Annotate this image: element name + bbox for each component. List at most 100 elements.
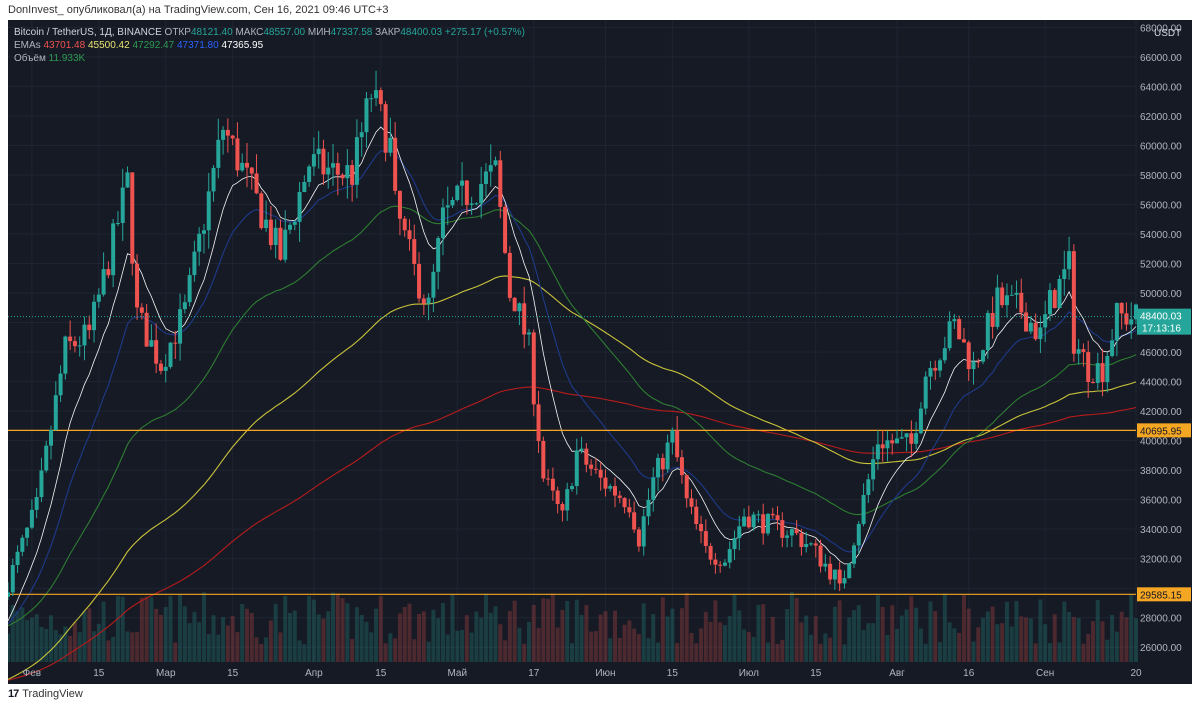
candle-body[interactable] [713, 559, 718, 565]
candle-body[interactable] [1105, 355, 1110, 383]
candle-body[interactable] [981, 350, 986, 362]
candle-body[interactable] [679, 457, 684, 476]
candle-body[interactable] [584, 448, 589, 465]
candle-body[interactable] [331, 163, 336, 168]
candle-body[interactable] [388, 137, 393, 153]
candle-body[interactable] [268, 219, 273, 246]
candle-body[interactable] [890, 440, 895, 444]
candle-body[interactable] [526, 332, 531, 335]
candle-body[interactable] [837, 569, 842, 584]
candle-body[interactable] [378, 90, 383, 105]
candle-body[interactable] [307, 166, 312, 182]
candle-body[interactable] [235, 138, 240, 171]
candle-body[interactable] [947, 321, 952, 349]
candle-body[interactable] [641, 516, 646, 547]
candle-body[interactable] [49, 430, 54, 446]
candle-body[interactable] [555, 490, 560, 505]
candle-body[interactable] [794, 529, 799, 534]
candle-body[interactable] [660, 457, 665, 470]
candle-body[interactable] [589, 464, 594, 469]
candle-body[interactable] [942, 348, 947, 361]
candle-body[interactable] [899, 437, 904, 439]
candle-body[interactable] [455, 185, 460, 201]
candle-body[interactable] [1081, 349, 1086, 353]
candle-body[interactable] [1014, 292, 1019, 295]
candle-body[interactable] [393, 137, 398, 191]
candle-body[interactable] [292, 221, 297, 225]
candle-body[interactable] [1038, 327, 1043, 340]
candle-body[interactable] [689, 498, 694, 507]
candle-body[interactable] [173, 342, 178, 344]
candle-body[interactable] [961, 339, 966, 343]
candle-body[interactable] [225, 129, 230, 136]
candle-body[interactable] [727, 549, 732, 563]
candle-body[interactable] [426, 297, 431, 304]
candle-body[interactable] [737, 526, 742, 539]
candle-body[interactable] [847, 563, 852, 579]
candle-body[interactable] [244, 162, 249, 168]
candle-body[interactable] [254, 173, 259, 194]
candle-body[interactable] [546, 478, 551, 480]
candle-body[interactable] [522, 303, 527, 335]
candle-body[interactable] [918, 408, 923, 434]
candle-body[interactable] [34, 497, 39, 510]
candle-body[interactable] [96, 294, 101, 302]
candle-body[interactable] [488, 165, 493, 172]
candle-body[interactable] [10, 564, 15, 593]
symbol-title[interactable]: Bitcoin / TetherUS, 1Д, BINANCE [14, 27, 162, 38]
candle-body[interactable] [44, 445, 49, 471]
candle-body[interactable] [407, 230, 412, 240]
candle-body[interactable] [211, 167, 216, 192]
candle-body[interactable] [364, 98, 369, 133]
candle-body[interactable] [565, 489, 570, 511]
candle-body[interactable] [1100, 363, 1105, 383]
candle-body[interactable] [761, 514, 766, 534]
candle-body[interactable] [636, 529, 641, 547]
candle-body[interactable] [770, 513, 775, 516]
candle-body[interactable] [971, 361, 976, 370]
candle-body[interactable] [560, 504, 565, 511]
candle-body[interactable] [1071, 251, 1076, 354]
chart-panel[interactable]: 40695.95 29585.15 48400.03 17:13:16 26000.00… [8, 20, 1192, 684]
candle-body[interactable] [240, 162, 245, 171]
candle-body[interactable] [933, 367, 938, 371]
candle-body[interactable] [785, 535, 790, 538]
candle-body[interactable] [474, 203, 479, 205]
candle-body[interactable] [72, 341, 77, 347]
candle-body[interactable] [82, 324, 87, 346]
candle-body[interactable] [1047, 290, 1052, 315]
candle-body[interactable] [1129, 319, 1134, 325]
candle-body[interactable] [436, 238, 441, 272]
candle-body[interactable] [603, 477, 608, 489]
candle-body[interactable] [622, 497, 627, 508]
candle-body[interactable] [1009, 294, 1014, 296]
candle-body[interactable] [335, 163, 340, 175]
candle-body[interactable] [808, 543, 813, 545]
candle-body[interactable] [823, 563, 828, 567]
candle-body[interactable] [1062, 269, 1067, 280]
candle-body[interactable] [206, 191, 211, 231]
candle-body[interactable] [756, 514, 761, 516]
candle-body[interactable] [995, 287, 1000, 327]
volume-label[interactable]: Объём [14, 53, 46, 64]
candle-body[interactable] [421, 298, 426, 304]
candle-body[interactable] [541, 440, 546, 479]
candle-body[interactable] [1134, 304, 1138, 320]
candle-body[interactable] [58, 373, 63, 396]
candle-body[interactable] [29, 509, 34, 528]
candle-body[interactable] [1019, 292, 1024, 313]
candle-body[interactable] [531, 332, 536, 405]
candle-body[interactable] [154, 340, 159, 364]
candle-body[interactable] [297, 192, 302, 222]
candle-body[interactable] [302, 181, 307, 193]
candle-body[interactable] [1110, 340, 1115, 356]
candle-body[interactable] [928, 367, 933, 377]
candle-body[interactable] [1043, 314, 1048, 328]
candle-body[interactable] [646, 499, 651, 517]
candle-body[interactable] [751, 514, 756, 528]
candle-body[interactable] [938, 360, 943, 371]
candle-body[interactable] [445, 205, 450, 208]
candle-body[interactable] [1067, 251, 1072, 270]
candle-body[interactable] [431, 271, 436, 298]
candle-body[interactable] [512, 297, 517, 312]
